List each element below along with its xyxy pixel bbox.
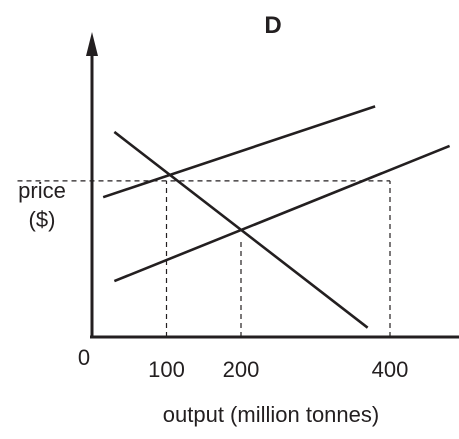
supply-upper-line <box>102 105 376 199</box>
y-axis-label-line-1: price <box>18 178 66 203</box>
x-axis-label: output (million tonnes) <box>163 402 379 427</box>
x-tick-label-100: 100 <box>148 357 185 382</box>
chart-title: D <box>264 12 281 39</box>
y-axis-label: price ($) <box>18 178 66 232</box>
x-tick-label-200: 200 <box>223 357 260 382</box>
x-tick-label-400: 400 <box>372 357 409 382</box>
x-tick-labels: 100 200 400 <box>148 357 408 382</box>
origin-label: 0 <box>78 345 90 370</box>
curves <box>102 105 451 329</box>
axes <box>86 32 459 339</box>
y-axis-arrowhead <box>86 32 98 56</box>
dashed-guides <box>17 180 391 337</box>
y-axis-label-line-2: ($) <box>29 207 56 232</box>
supply-lower-line <box>113 144 451 283</box>
